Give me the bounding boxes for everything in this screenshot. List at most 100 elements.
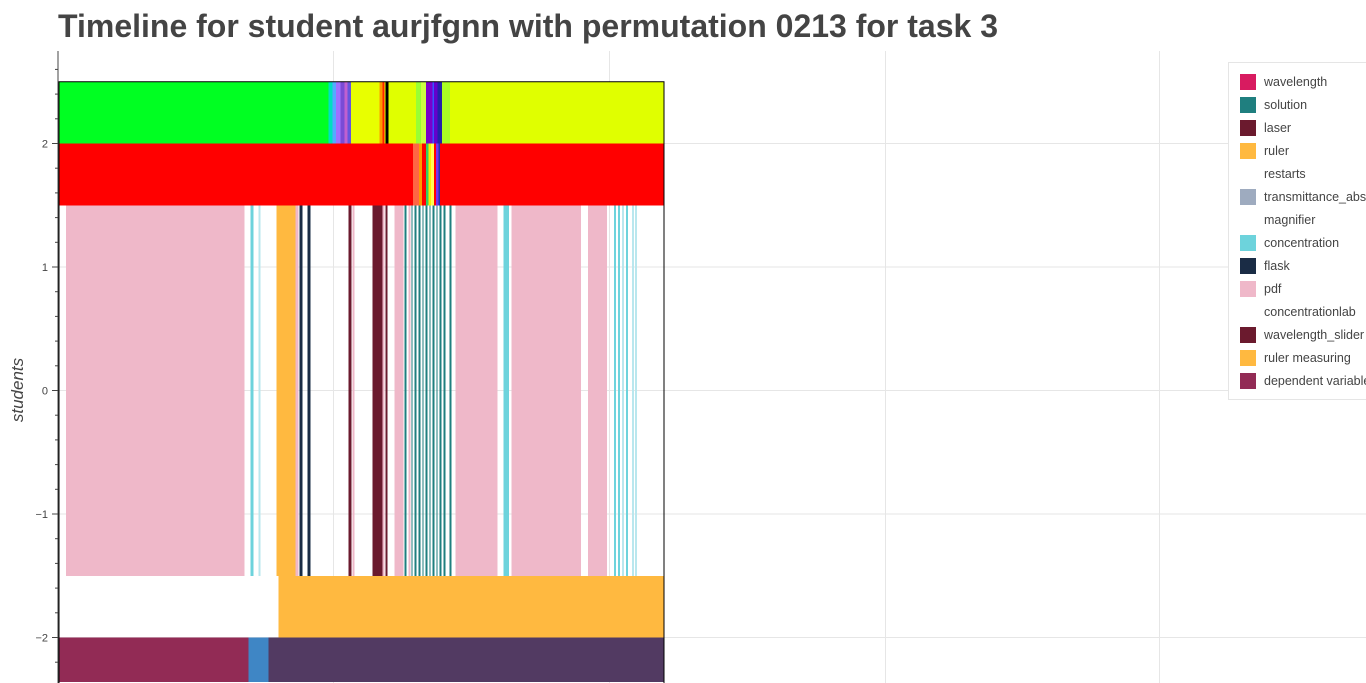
legend-label: ruler <box>1264 143 1290 158</box>
legend-item: concentrationlab <box>1240 300 1366 323</box>
timeline-segment <box>411 205 413 576</box>
y-tick-label: 2 <box>42 139 48 151</box>
timeline-segment <box>449 205 452 576</box>
legend-swatch <box>1240 257 1256 274</box>
timeline-segment <box>425 205 428 576</box>
timeline-segment <box>258 205 261 576</box>
timeline-segment <box>336 81 341 144</box>
legend-label: pdf <box>1264 281 1282 296</box>
timeline-segment <box>449 81 664 144</box>
timeline-segment <box>388 81 416 144</box>
legend-label: transmittance_abs <box>1264 189 1366 204</box>
timeline-segment <box>394 205 404 576</box>
timeline-segment <box>436 205 438 576</box>
timeline-segment <box>278 575 664 638</box>
timeline-segment <box>352 205 355 576</box>
timeline-segment <box>625 205 628 576</box>
timeline-segment <box>422 143 427 206</box>
y-tick-label: 0 <box>42 386 48 398</box>
legend-label: concentration <box>1264 235 1340 250</box>
timeline-segment <box>621 205 624 576</box>
legend-swatch <box>1240 165 1256 182</box>
legend-swatch <box>1240 326 1256 343</box>
legend-item: wavelength_slider <box>1240 323 1366 346</box>
legend: wavelength solution laser ruler restarts tran… <box>1228 62 1366 400</box>
legend-item: ruler measuring <box>1240 346 1366 369</box>
y-tick-label: −1 <box>35 509 48 521</box>
timeline-segment <box>634 205 637 576</box>
legend-item: wavelength <box>1240 70 1366 93</box>
timeline-segment <box>385 205 388 576</box>
timeline-segment <box>66 205 245 576</box>
legend-swatch <box>1240 73 1256 90</box>
timeline-segment <box>59 143 413 206</box>
legend-swatch <box>1240 280 1256 297</box>
timeline-segment <box>438 143 441 206</box>
timeline-segment <box>418 143 422 206</box>
timeline-segment <box>422 205 424 576</box>
legend-swatch <box>1240 349 1256 366</box>
legend-swatch <box>1240 372 1256 389</box>
legend-item: solution <box>1240 93 1366 116</box>
timeline-segment <box>276 205 296 576</box>
timeline-segment <box>429 205 431 576</box>
timeline-segment <box>437 81 442 144</box>
timeline-segment <box>455 205 498 576</box>
timeline-segment <box>344 81 348 144</box>
timeline-segment <box>432 205 435 576</box>
timeline-segment <box>415 81 421 144</box>
timeline-segment <box>432 81 435 144</box>
timeline-frame <box>58 81 665 683</box>
legend-item: ruler <box>1240 139 1366 162</box>
legend-label: flask <box>1264 258 1290 273</box>
legend-item: restarts <box>1240 162 1366 185</box>
legend-label: wavelength_slider <box>1264 327 1365 342</box>
timeline-segment <box>511 205 581 576</box>
timeline-segment <box>299 205 303 576</box>
timeline-segment <box>435 143 439 206</box>
timeline-segment <box>587 205 607 576</box>
timeline-segment <box>340 81 345 144</box>
timeline-segment <box>418 205 421 576</box>
legend-swatch <box>1240 303 1256 320</box>
timeline-segment <box>372 205 383 576</box>
timeline-segment <box>248 637 269 682</box>
legend-swatch <box>1240 188 1256 205</box>
timeline-segment <box>385 81 389 144</box>
timeline-segment <box>420 81 427 144</box>
timeline-segment <box>347 81 352 144</box>
legend-label: dependent variable <box>1264 373 1366 388</box>
timeline-segment <box>382 81 385 144</box>
legend-swatch <box>1240 211 1256 228</box>
legend-label: restarts <box>1264 166 1306 181</box>
timeline-segment <box>426 143 429 206</box>
y-tick-label: −2 <box>35 633 48 645</box>
timeline-segment <box>631 205 634 576</box>
legend-swatch <box>1240 234 1256 251</box>
timeline-segment <box>268 637 664 682</box>
timeline-segment <box>613 205 616 576</box>
timeline-segment <box>434 143 436 206</box>
legend-swatch <box>1240 119 1256 136</box>
legend-swatch <box>1240 142 1256 159</box>
timeline-segment <box>428 143 432 206</box>
timeline-segment <box>59 81 329 144</box>
timeline-segment <box>328 81 333 144</box>
timeline-segment <box>617 205 620 576</box>
timeline-segment <box>434 81 438 144</box>
timeline-segment <box>379 81 383 144</box>
legend-swatch <box>1240 96 1256 113</box>
timeline-segment <box>440 143 664 206</box>
timeline-segment <box>439 205 442 576</box>
timeline-segment <box>382 205 385 576</box>
timeline-segment <box>431 143 435 206</box>
timeline-segment <box>295 205 299 576</box>
timeline-segment <box>59 637 249 682</box>
timeline-segment <box>414 205 417 576</box>
timeline-segment <box>408 205 411 576</box>
timeline-segment <box>351 81 380 144</box>
y-tick-label: 1 <box>42 262 48 274</box>
legend-item: dependent variable <box>1240 369 1366 392</box>
legend-item: concentration <box>1240 231 1366 254</box>
legend-item: magnifier <box>1240 208 1366 231</box>
